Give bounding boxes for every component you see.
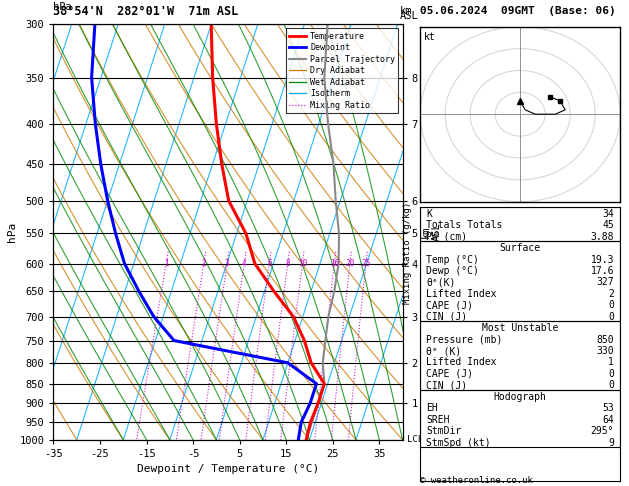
Text: Dewp (°C): Dewp (°C) bbox=[426, 266, 479, 276]
Text: 3.88: 3.88 bbox=[591, 232, 614, 242]
Text: θᵉ (K): θᵉ (K) bbox=[426, 346, 462, 356]
Text: 16: 16 bbox=[330, 259, 339, 268]
Text: Surface: Surface bbox=[499, 243, 541, 253]
Text: SREH: SREH bbox=[426, 415, 450, 425]
Text: Temp (°C): Temp (°C) bbox=[426, 255, 479, 264]
Text: 05.06.2024  09GMT  (Base: 06): 05.06.2024 09GMT (Base: 06) bbox=[420, 5, 616, 16]
Text: 1: 1 bbox=[164, 259, 169, 268]
Text: Mixing Ratio (g/kg): Mixing Ratio (g/kg) bbox=[403, 202, 412, 304]
Text: 1: 1 bbox=[608, 358, 614, 367]
Text: θᵉ(K): θᵉ(K) bbox=[426, 278, 455, 287]
Text: PW (cm): PW (cm) bbox=[426, 232, 467, 242]
Text: Most Unstable: Most Unstable bbox=[482, 323, 559, 333]
Bar bbox=[420, 241, 620, 321]
Text: 10: 10 bbox=[298, 259, 307, 268]
Text: 0: 0 bbox=[608, 369, 614, 379]
Text: 3: 3 bbox=[225, 259, 230, 268]
Text: © weatheronline.co.uk: © weatheronline.co.uk bbox=[420, 475, 533, 485]
Bar bbox=[420, 390, 620, 447]
Text: Lifted Index: Lifted Index bbox=[426, 358, 497, 367]
Text: 0: 0 bbox=[608, 300, 614, 310]
Text: 330: 330 bbox=[596, 346, 614, 356]
Text: K: K bbox=[426, 209, 432, 219]
Text: 25: 25 bbox=[361, 259, 370, 268]
Text: 9: 9 bbox=[608, 437, 614, 448]
Text: 2: 2 bbox=[201, 259, 206, 268]
Text: Lifted Index: Lifted Index bbox=[426, 289, 497, 299]
Legend: Temperature, Dewpoint, Parcel Trajectory, Dry Adiabat, Wet Adiabat, Isotherm, Mi: Temperature, Dewpoint, Parcel Trajectory… bbox=[286, 29, 398, 113]
Text: 17.6: 17.6 bbox=[591, 266, 614, 276]
Text: 53: 53 bbox=[603, 403, 614, 413]
Text: hPa: hPa bbox=[53, 2, 72, 12]
Text: CIN (J): CIN (J) bbox=[426, 381, 467, 390]
Text: 2: 2 bbox=[608, 289, 614, 299]
Text: 34: 34 bbox=[603, 209, 614, 219]
Text: Pressure (mb): Pressure (mb) bbox=[426, 334, 503, 345]
Y-axis label: hPa: hPa bbox=[7, 222, 16, 242]
Text: km: km bbox=[400, 5, 413, 16]
Text: 64: 64 bbox=[603, 415, 614, 425]
Text: CIN (J): CIN (J) bbox=[426, 312, 467, 322]
Text: 20: 20 bbox=[345, 259, 355, 268]
Text: 0: 0 bbox=[608, 312, 614, 322]
Text: 0: 0 bbox=[608, 381, 614, 390]
Y-axis label: km
ASL: km ASL bbox=[421, 223, 442, 242]
Text: 6: 6 bbox=[267, 259, 272, 268]
Bar bbox=[420, 321, 620, 390]
Text: Hodograph: Hodograph bbox=[494, 392, 547, 402]
Text: 8: 8 bbox=[286, 259, 290, 268]
Bar bbox=[420, 207, 620, 241]
Text: StmSpd (kt): StmSpd (kt) bbox=[426, 437, 491, 448]
Text: CAPE (J): CAPE (J) bbox=[426, 300, 473, 310]
X-axis label: Dewpoint / Temperature (°C): Dewpoint / Temperature (°C) bbox=[137, 465, 319, 474]
Text: kt: kt bbox=[424, 32, 436, 42]
Text: 45: 45 bbox=[603, 220, 614, 230]
Text: ASL: ASL bbox=[400, 11, 419, 21]
Text: 850: 850 bbox=[596, 334, 614, 345]
Text: StmDir: StmDir bbox=[426, 426, 462, 436]
Text: CAPE (J): CAPE (J) bbox=[426, 369, 473, 379]
Text: 4: 4 bbox=[242, 259, 247, 268]
Text: 38°54'N  282°01'W  71m ASL: 38°54'N 282°01'W 71m ASL bbox=[53, 5, 239, 18]
Text: 19.3: 19.3 bbox=[591, 255, 614, 264]
Text: EH: EH bbox=[426, 403, 438, 413]
Text: 295°: 295° bbox=[591, 426, 614, 436]
Text: LCL: LCL bbox=[407, 435, 423, 444]
Text: Totals Totals: Totals Totals bbox=[426, 220, 503, 230]
Text: 327: 327 bbox=[596, 278, 614, 287]
